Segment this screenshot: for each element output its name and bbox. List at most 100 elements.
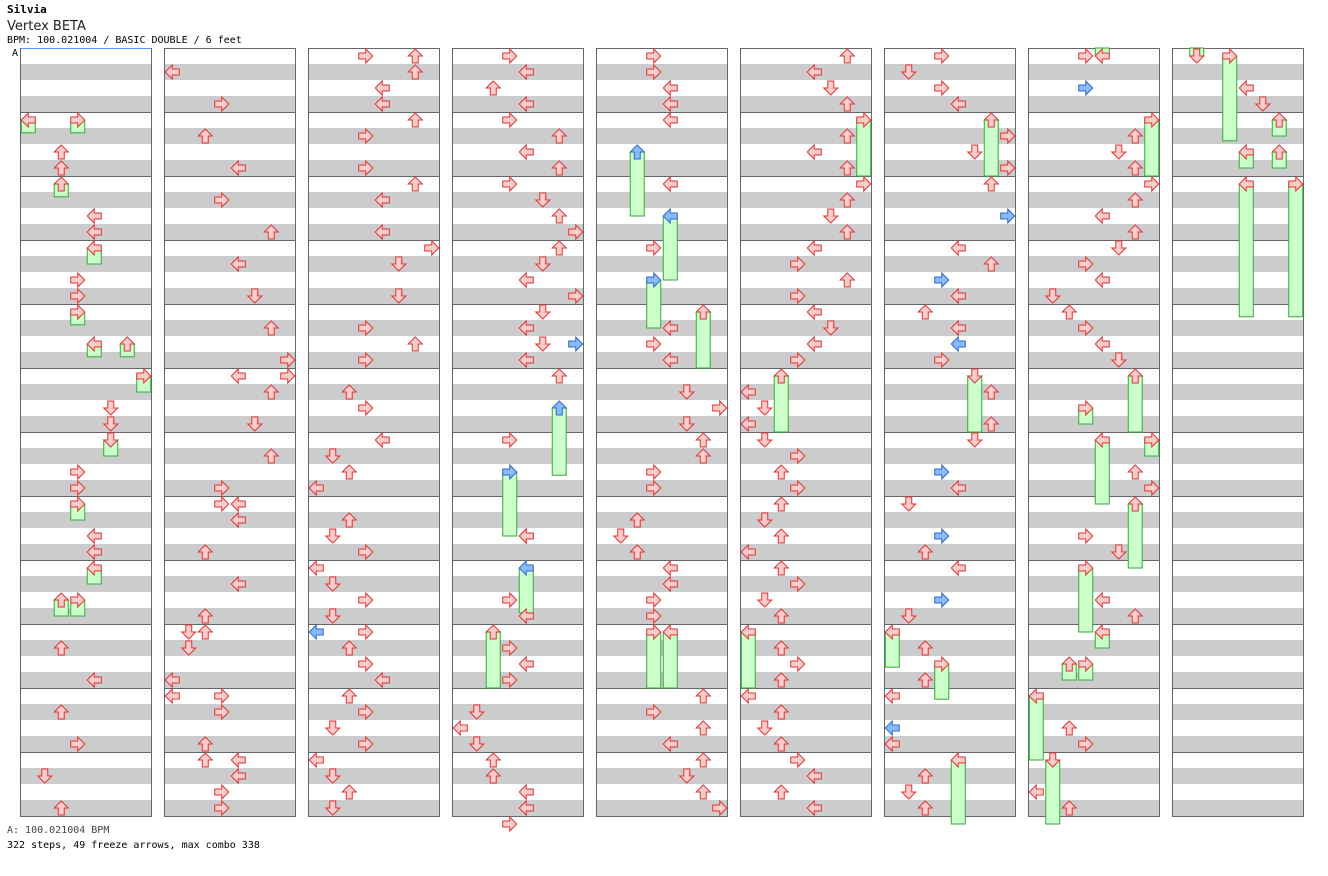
arrow-right-icon: [790, 479, 806, 497]
arrow-left-icon: [518, 143, 534, 161]
arrow-left-icon: [662, 79, 678, 97]
arrow-right-icon: [646, 47, 662, 65]
arrow-up-icon: [1061, 720, 1078, 736]
arrow-up-icon: [773, 464, 790, 480]
beat-stripe: [452, 544, 584, 560]
arrow-down-icon: [756, 512, 773, 528]
beat-stripe: [452, 672, 584, 688]
beat-stripe: [884, 480, 1016, 496]
chart-column-border: [164, 48, 296, 817]
arrow-down-icon: [900, 784, 917, 800]
arrow-down-icon: [966, 432, 983, 448]
arrow-left-icon: [308, 623, 324, 641]
freeze-arrow-tail: [983, 119, 999, 177]
arrow-up-icon: [197, 752, 214, 768]
arrow-down-icon: [678, 768, 695, 784]
beat-stripe: [164, 320, 296, 336]
arrow-up-icon: [1127, 192, 1144, 208]
arrow-left-icon: [86, 671, 102, 689]
arrow-right-icon: [646, 463, 662, 481]
freeze-arrow-tail: [1078, 567, 1094, 633]
beat-stripe: [1028, 512, 1160, 528]
arrow-up-icon: [407, 64, 424, 80]
arrow-right-icon: [70, 463, 86, 481]
beat-stripe: [740, 576, 872, 592]
arrow-down-icon: [468, 704, 485, 720]
beat-stripe: [1028, 160, 1160, 176]
arrow-right-icon: [1222, 47, 1238, 65]
arrow-right-icon: [646, 607, 662, 625]
arrow-left-icon: [806, 767, 822, 785]
arrow-left-icon: [164, 671, 180, 689]
arrow-up-icon: [773, 704, 790, 720]
beat-stripe: [164, 512, 296, 528]
arrow-up-icon: [983, 384, 1000, 400]
beat-stripe: [596, 640, 728, 656]
beat-stripe: [740, 608, 872, 624]
arrow-left-icon: [740, 623, 756, 641]
arrow-up-icon: [1127, 128, 1144, 144]
arrow-right-icon: [934, 527, 950, 545]
arrow-left-icon: [230, 255, 246, 273]
arrow-up-icon: [485, 768, 502, 784]
beat-stripe: [1028, 128, 1160, 144]
arrow-left-icon: [518, 95, 534, 113]
arrow-right-icon: [358, 655, 374, 673]
arrow-up-icon: [839, 96, 856, 112]
beat-stripe: [308, 416, 440, 432]
arrow-right-icon: [790, 575, 806, 593]
beat-stripe: [1172, 576, 1304, 592]
arrow-right-icon: [214, 783, 230, 801]
beat-stripe: [596, 800, 728, 816]
arrow-right-icon: [70, 735, 86, 753]
beat-stripe: [740, 736, 872, 752]
arrow-right-icon: [1288, 175, 1304, 193]
beat-stripe: [1028, 416, 1160, 432]
arrow-down-icon: [756, 400, 773, 416]
arrow-up-icon: [263, 224, 280, 240]
arrow-right-icon: [502, 671, 518, 689]
arrow-up-icon: [53, 160, 70, 176]
arrow-right-icon: [280, 367, 296, 385]
arrow-right-icon: [502, 431, 518, 449]
beat-stripe: [1172, 736, 1304, 752]
arrow-down-icon: [534, 256, 551, 272]
song-title: Silvia: [7, 3, 47, 16]
beat-stripe: [164, 64, 296, 80]
freeze-arrow-tail: [502, 471, 518, 537]
arrow-left-icon: [86, 207, 102, 225]
arrow-right-icon: [214, 479, 230, 497]
arrow-up-icon: [551, 208, 568, 224]
arrow-left-icon: [20, 111, 36, 129]
beat-stripe: [1172, 320, 1304, 336]
arrow-left-icon: [86, 335, 102, 353]
beat-stripe: [452, 384, 584, 400]
arrow-right-icon: [1078, 319, 1094, 337]
arrow-left-icon: [230, 767, 246, 785]
arrow-right-icon: [358, 47, 374, 65]
arrow-right-icon: [502, 815, 518, 833]
beat-stripe: [740, 256, 872, 272]
arrow-left-icon: [518, 319, 534, 337]
arrow-up-icon: [917, 672, 934, 688]
arrow-up-icon: [839, 48, 856, 64]
arrow-left-icon: [884, 735, 900, 753]
arrow-left-icon: [806, 63, 822, 81]
arrow-right-icon: [790, 655, 806, 673]
beat-stripe: [452, 352, 584, 368]
beat-stripe: [20, 768, 152, 784]
arrow-left-icon: [950, 239, 966, 257]
arrow-down-icon: [1044, 288, 1061, 304]
arrow-right-icon: [280, 351, 296, 369]
arrow-down-icon: [756, 720, 773, 736]
arrow-down-icon: [822, 320, 839, 336]
arrow-left-icon: [662, 95, 678, 113]
beat-stripe: [164, 480, 296, 496]
arrow-up-icon: [695, 720, 712, 736]
beat-stripe: [884, 96, 1016, 112]
arrow-left-icon: [518, 351, 534, 369]
beat-stripe: [20, 192, 152, 208]
freeze-arrow-tail: [1144, 119, 1160, 177]
beat-stripe: [1028, 288, 1160, 304]
arrow-right-icon: [1078, 79, 1094, 97]
